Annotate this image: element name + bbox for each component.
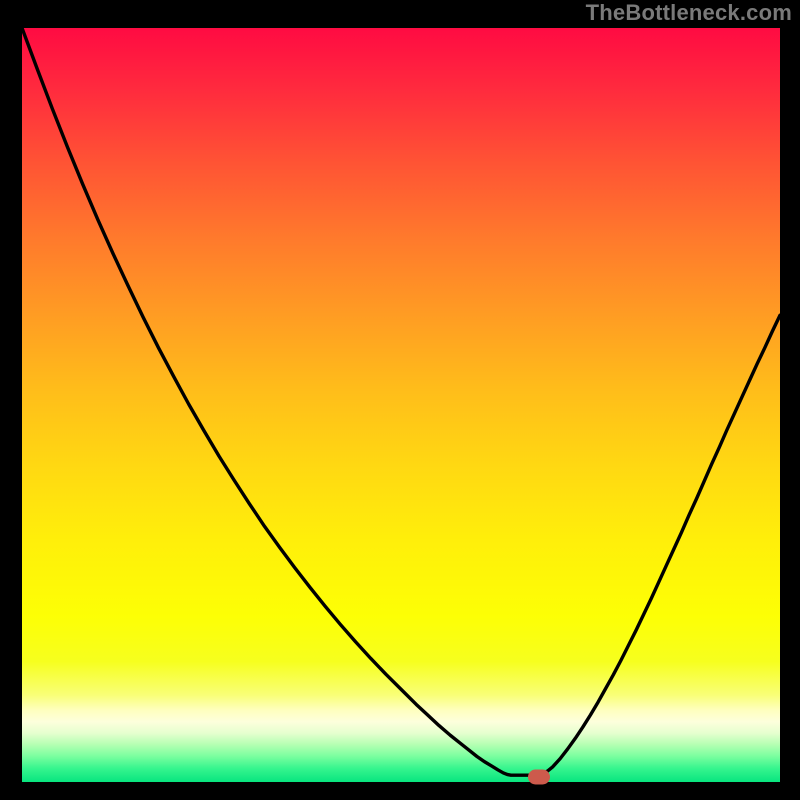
chart-frame: TheBottleneck.com	[0, 0, 800, 800]
optimum-marker	[528, 769, 550, 784]
gradient-background	[22, 28, 780, 782]
bottleneck-chart	[22, 28, 780, 782]
watermark-text: TheBottleneck.com	[586, 0, 792, 26]
plot-outer-border	[22, 28, 780, 782]
